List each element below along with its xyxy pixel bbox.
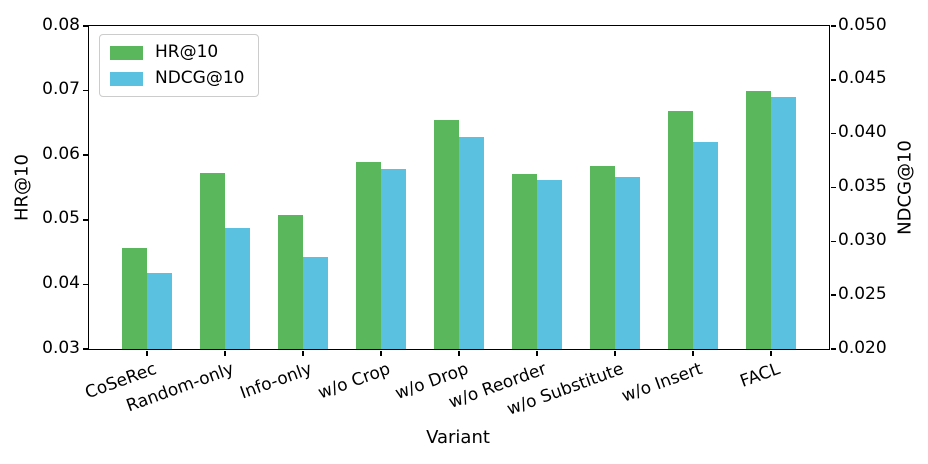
bar-ndcg-1: [225, 228, 250, 349]
legend-label-hr: HR@10: [155, 42, 219, 62]
legend: HR@10 NDCG@10: [99, 34, 260, 97]
bar-hr-0: [122, 248, 147, 349]
right-ytick-label-4: 0.040: [838, 122, 887, 143]
left-ytick-4: [82, 89, 88, 92]
bar-ndcg-2: [303, 257, 328, 349]
bar-ndcg-4: [459, 137, 484, 349]
left-ytick-2: [82, 219, 88, 221]
x-category-label-8: FACL: [737, 359, 783, 392]
right-ytick-2: [830, 240, 836, 243]
xtick-4: [458, 350, 460, 356]
legend-label-ndcg: NDCG@10: [155, 68, 245, 88]
x-category-label-3: w/o Crop: [315, 359, 393, 404]
right-ytick-0: [830, 348, 836, 350]
legend-item-hr: HR@10: [110, 43, 244, 62]
xtick-7: [692, 350, 694, 356]
bar-ndcg-7: [693, 142, 718, 349]
legend-swatch-hr: [110, 45, 143, 60]
bar-ndcg-6: [615, 177, 640, 349]
bar-hr-1: [200, 173, 225, 349]
bar-ndcg-0: [147, 273, 172, 349]
bar-hr-3: [356, 162, 381, 349]
xtick-2: [302, 350, 304, 356]
bar-hr-2: [278, 215, 303, 349]
bar-hr-6: [590, 166, 615, 349]
right-ytick-label-6: 0.050: [838, 14, 887, 35]
left-ytick-5: [82, 25, 88, 27]
xtick-3: [380, 350, 382, 356]
right-y-axis-title: NDCG@10: [894, 140, 916, 235]
legend-swatch-ndcg: [110, 71, 143, 86]
right-ytick-4: [830, 132, 836, 135]
left-y-axis-title: HR@10: [11, 154, 33, 221]
left-ytick-label-3: 0.06: [42, 143, 80, 164]
bar-hr-8: [746, 91, 771, 349]
left-ytick-3: [82, 154, 88, 156]
xtick-8: [770, 350, 772, 356]
xtick-6: [614, 350, 616, 356]
left-ytick-label-1: 0.04: [42, 272, 80, 293]
left-ytick-0: [82, 348, 88, 350]
legend-item-ndcg: NDCG@10: [110, 69, 244, 88]
bar-hr-5: [512, 174, 537, 349]
bar-hr-4: [434, 120, 459, 349]
right-ytick-5: [830, 79, 836, 81]
right-ytick-label-3: 0.035: [838, 176, 887, 196]
x-category-label-2: Info-only: [237, 359, 315, 404]
right-ytick-label-1: 0.025: [838, 283, 887, 304]
left-ytick-label-4: 0.07: [42, 79, 80, 100]
bar-ndcg-3: [381, 169, 406, 349]
xtick-0: [146, 350, 148, 356]
xtick-1: [224, 350, 226, 356]
bar-ndcg-8: [771, 97, 796, 349]
right-ytick-label-0: 0.020: [838, 337, 887, 358]
right-ytick-label-2: 0.030: [838, 229, 887, 250]
bar-hr-7: [668, 111, 693, 349]
right-ytick-label-5: 0.045: [838, 68, 887, 89]
xtick-5: [536, 350, 538, 356]
right-ytick-3: [830, 186, 836, 189]
left-ytick-label-2: 0.05: [42, 208, 80, 229]
left-ytick-label-0: 0.03: [42, 337, 80, 358]
left-ytick-label-5: 0.08: [42, 14, 80, 35]
plot-area: HR@10 NDCG@10: [82, 25, 836, 356]
x-category-label-7: w/o Insert: [618, 359, 705, 407]
right-ytick-6: [830, 25, 836, 27]
left-ytick-1: [82, 283, 88, 286]
right-ytick-1: [830, 294, 836, 296]
bar-ndcg-5: [537, 180, 562, 349]
x-axis-title: Variant: [426, 427, 490, 448]
